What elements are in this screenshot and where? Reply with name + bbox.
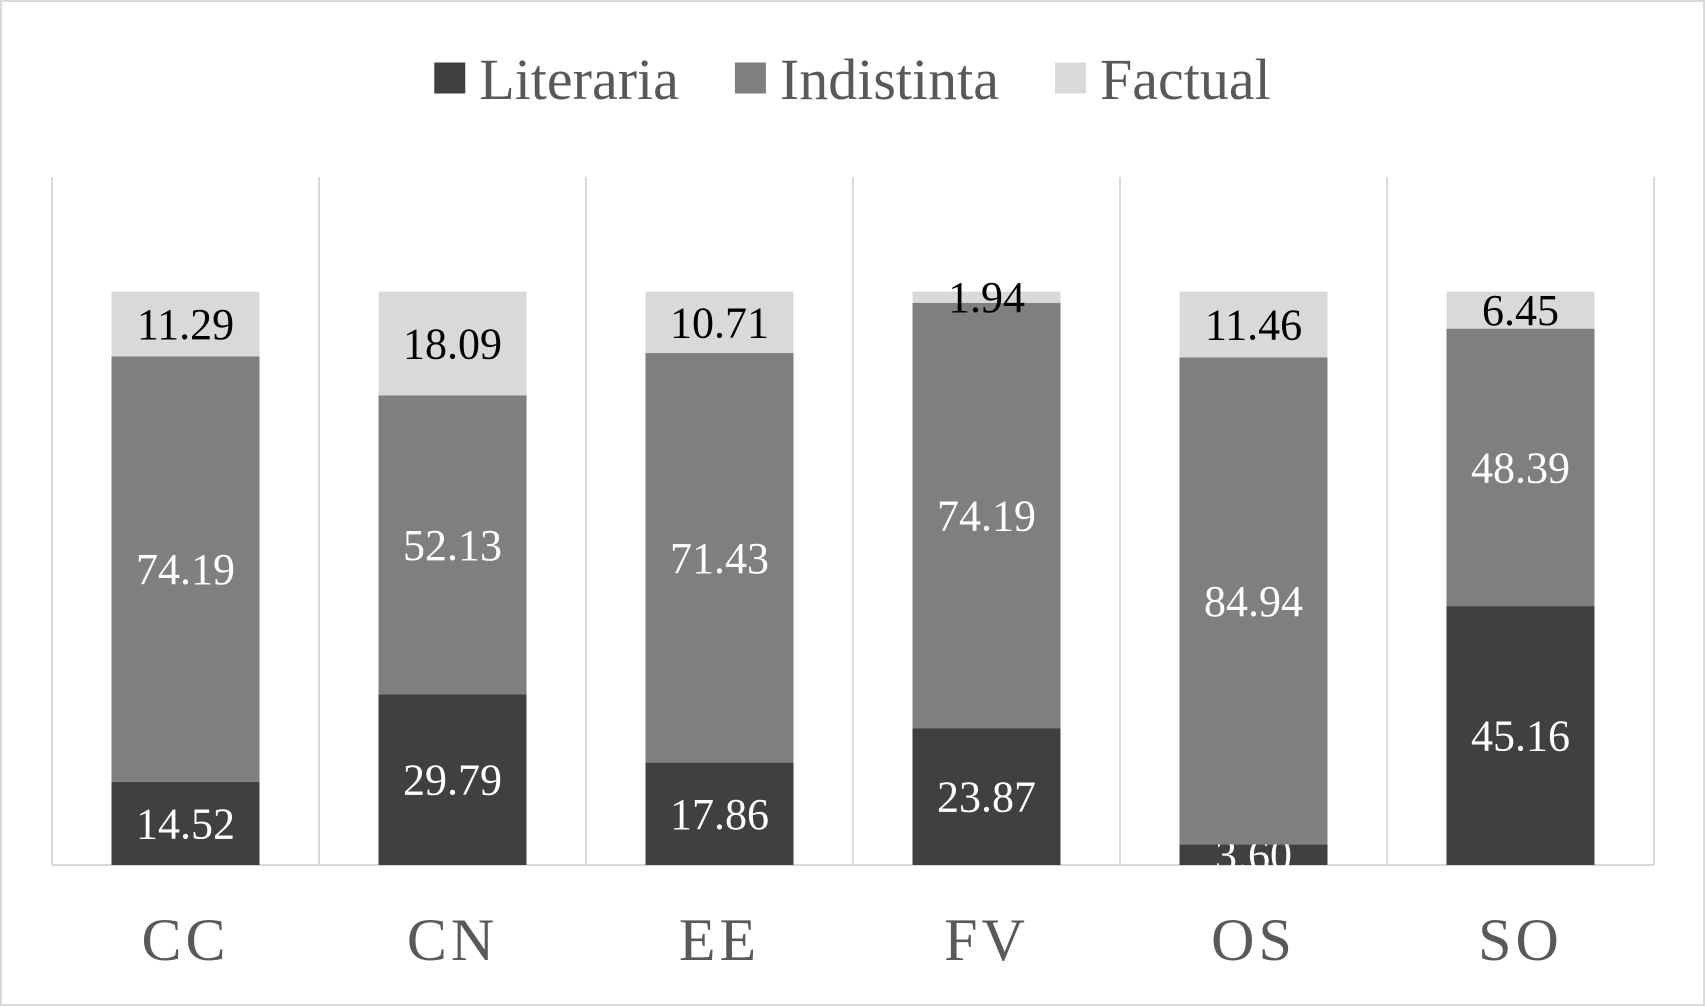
bar-literaria-cc [111,781,260,865]
x-tick-label-fv: FV [944,907,1029,973]
bar-factual-so [1446,291,1595,329]
bar-factual-ee [645,291,794,354]
data-label-indistinta-fv: 74.19 [937,491,1036,540]
legend-label-literaria: Literaria [479,47,679,112]
x-axis: CC CN EE FV OS SO [141,907,1563,973]
data-label-factual-cc: 11.29 [137,300,234,349]
legend-swatch-factual [1055,62,1087,94]
bar-literaria-so [1446,606,1595,865]
x-tick-label-cn: CN [407,907,498,973]
bar-indistinta-cn [378,395,527,695]
legend-item-literaria: Literaria [434,47,679,112]
legend-item-factual: Factual [1055,47,1271,112]
bars: 14.52 74.19 11.29 29.79 52.13 18.09 17.86 71.43… [111,273,1595,880]
bar-indistinta-fv [912,302,1061,729]
data-label-factual-ee: 10.71 [670,298,769,347]
data-label-literaria-ee: 17.86 [670,790,769,839]
data-label-factual-so: 6.45 [1482,286,1559,335]
bar-indistinta-ee [645,353,794,763]
data-label-literaria-fv: 23.87 [937,773,1036,822]
x-tick-label-cc: CC [141,907,229,973]
data-label-indistinta-cc: 74.19 [136,545,235,594]
x-tick-label-ee: EE [679,907,760,973]
legend-label-indistinta: Indistinta [780,47,999,112]
bar-factual-fv [912,291,1061,303]
bar-factual-cn [378,291,527,396]
data-label-factual-cn: 18.09 [403,319,502,368]
bar-indistinta-so [1446,328,1595,607]
x-tick-label-os: OS [1211,907,1296,973]
bar-factual-os [1179,291,1328,358]
data-label-literaria-cc: 14.52 [136,799,235,848]
data-label-factual-fv: 1.94 [948,273,1025,322]
legend-swatch-literaria [434,62,466,94]
bar-literaria-fv [912,728,1061,865]
data-label-indistinta-so: 48.39 [1471,443,1570,492]
x-tick-label-so: SO [1478,907,1563,973]
data-label-indistinta-os: 84.94 [1204,577,1303,626]
data-label-indistinta-cn: 52.13 [403,521,502,570]
data-label-literaria-so: 45.16 [1471,712,1570,761]
legend-label-factual: Factual [1100,47,1271,112]
legend-swatch-indistinta [734,62,766,94]
gridlines [51,177,1655,866]
bar-factual-cc [111,291,260,357]
bar-literaria-os [1179,844,1328,865]
bar-indistinta-cc [111,356,260,782]
bar-indistinta-os [1179,357,1328,845]
bar-literaria-cn [378,694,527,865]
data-label-indistinta-ee: 71.43 [670,534,769,583]
legend-item-indistinta: Indistinta [734,47,999,112]
legend: Literaria Indistinta Factual [434,47,1271,112]
bar-literaria-ee [645,762,794,865]
data-label-factual-os: 11.46 [1205,301,1302,350]
data-label-literaria-cn: 29.79 [403,756,502,805]
